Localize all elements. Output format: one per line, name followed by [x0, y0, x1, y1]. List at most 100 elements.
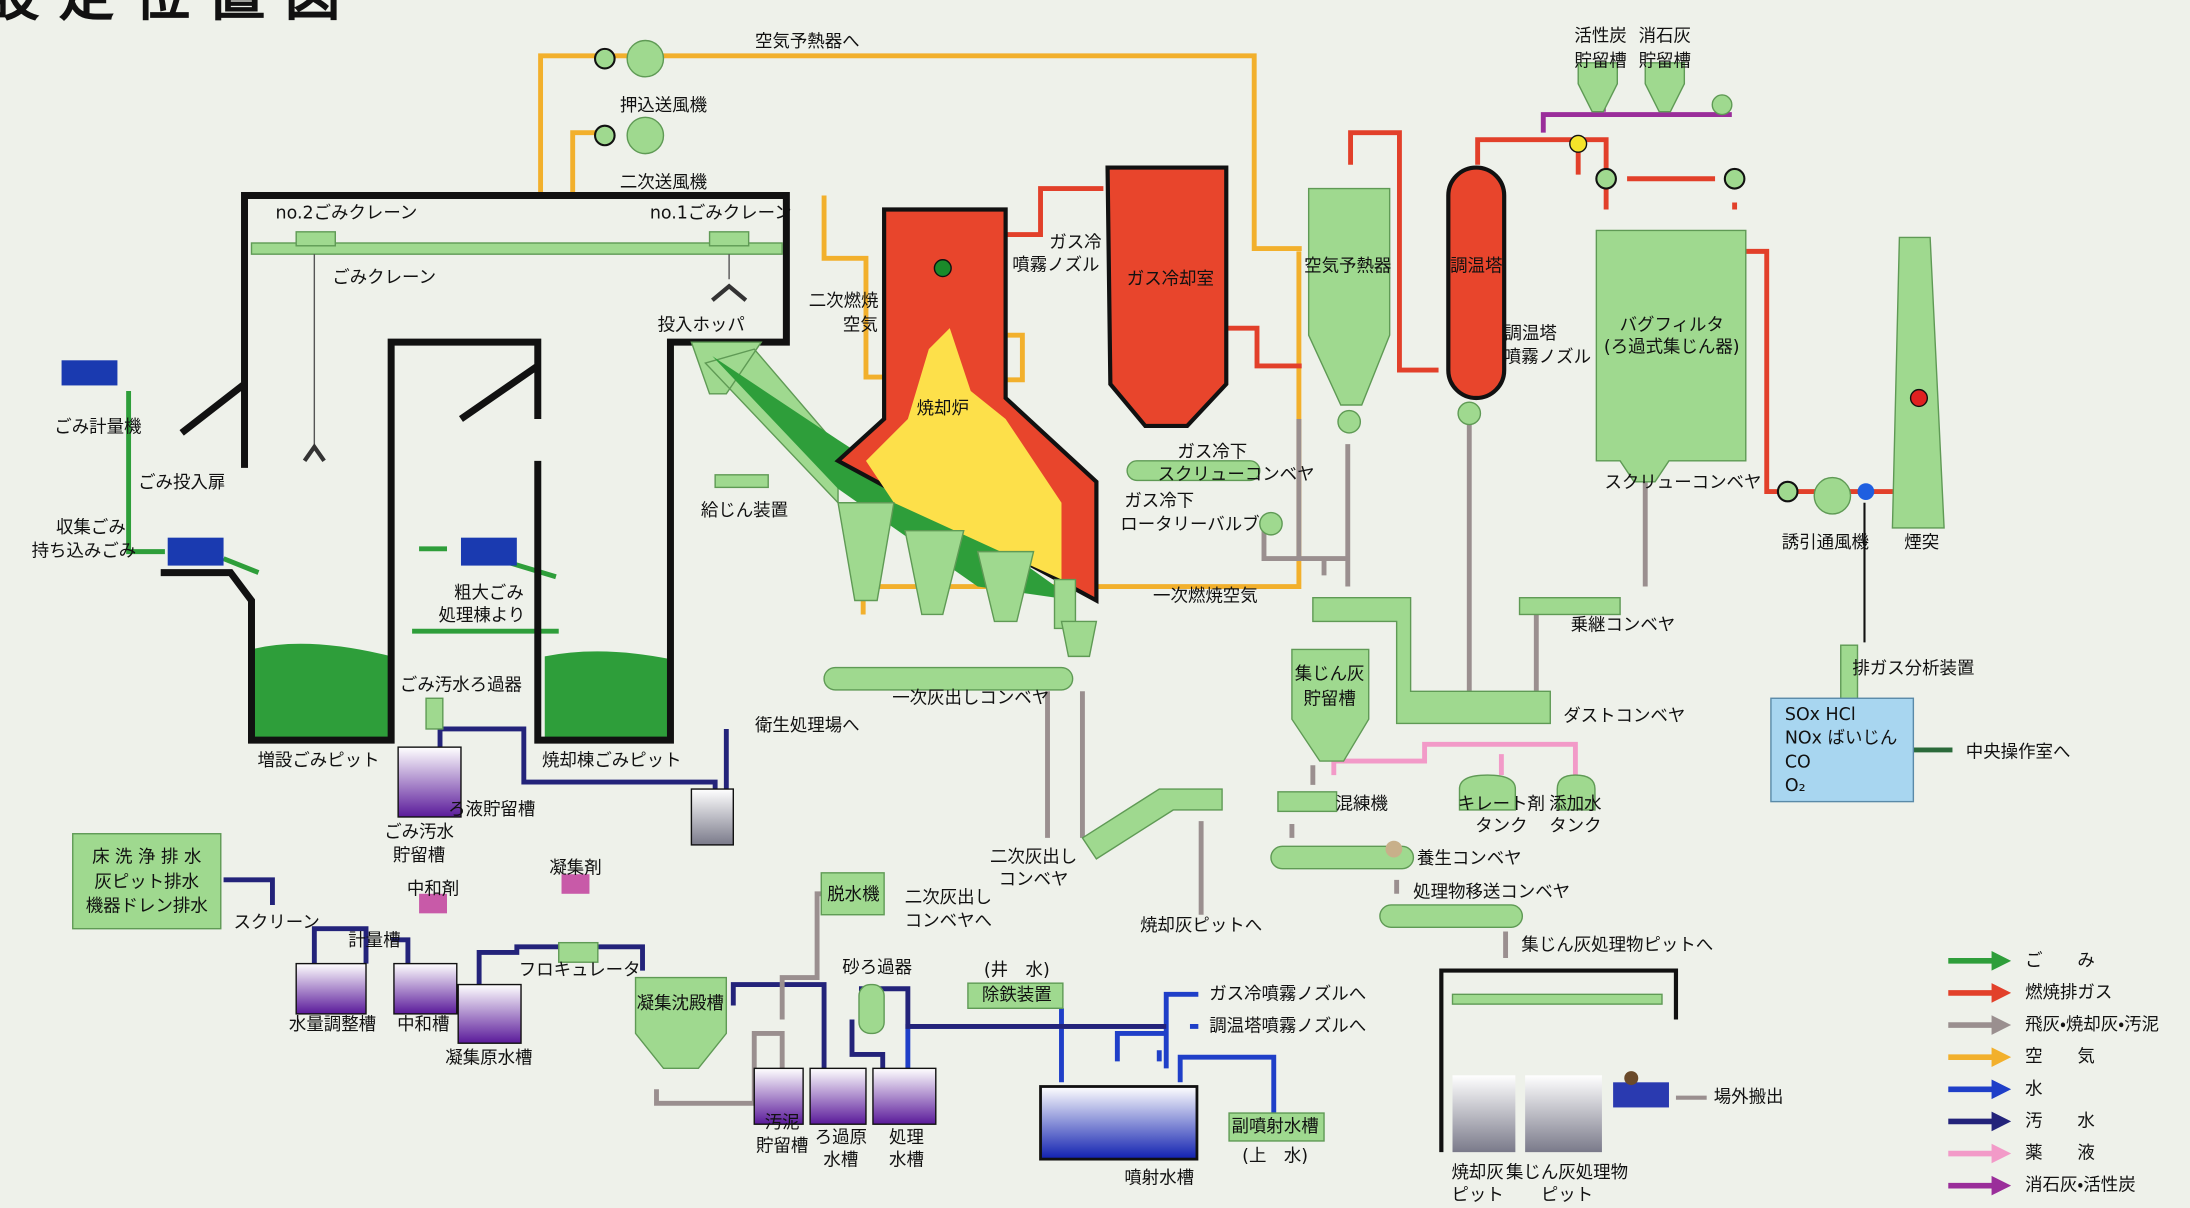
- label: ごみ計量機: [54, 417, 141, 437]
- label: ロータリーバルブ: [1120, 514, 1259, 535]
- label: ピット: [1541, 1185, 1593, 1205]
- label: 汚泥: [765, 1113, 800, 1133]
- label: 処理: [889, 1128, 924, 1148]
- label: ごみ汚水ろ過器: [400, 676, 523, 696]
- label: 空気: [843, 315, 878, 335]
- label: 脱水機: [827, 885, 879, 905]
- label: 噴射水槽: [1124, 1169, 1194, 1189]
- analyzer-item: SOx HCl: [1785, 705, 1856, 725]
- label: 調温塔: [1505, 324, 1558, 344]
- label: 貯留槽: [1639, 51, 1691, 71]
- legend-label: ご み: [2025, 951, 2095, 971]
- label: no.1ごみクレーン: [650, 204, 792, 224]
- legend-arrowhead: [1992, 1047, 2012, 1067]
- label: 焼却棟ごみピット: [542, 751, 682, 771]
- label: 計量槽: [348, 931, 400, 951]
- label: タンク: [1549, 817, 1601, 837]
- label: 場外搬出: [1714, 1088, 1784, 1108]
- label: ごみ汚水: [384, 822, 454, 842]
- label: 持ち込みごみ: [32, 542, 137, 562]
- label: 副噴射水槽: [1232, 1117, 1319, 1137]
- label: ガス冷: [1049, 233, 1101, 253]
- label: 集じん灰: [1295, 665, 1365, 685]
- label: 空気予熱器へ: [755, 32, 860, 52]
- flow-diagram: 設 定 位 置 図 空気予熱器へ押込送風機二次送風機no.2ごみクレーンno.1…: [0, 0, 2190, 1208]
- label: 乗継コンベヤ: [1571, 616, 1676, 636]
- label: ごみ投入扉: [138, 473, 225, 493]
- label: 消石灰: [1639, 26, 1691, 46]
- label: 煙突: [1904, 533, 1939, 553]
- label: 水槽: [823, 1151, 858, 1171]
- label: タンク: [1475, 817, 1527, 837]
- label: 添加水: [1549, 794, 1601, 814]
- legend-label: 水: [2025, 1079, 2042, 1099]
- label: ガス冷噴霧ノズルへ: [1209, 984, 1366, 1004]
- analyzer-item: NOx ばいじん: [1785, 729, 1897, 749]
- label: 増設ごみピット: [257, 751, 379, 771]
- label: (ろ過式集じん器): [1604, 338, 1740, 358]
- label: (上 水): [1242, 1146, 1308, 1166]
- label: 投入ホッパ: [658, 315, 745, 335]
- label: 床 洗 浄 排 水: [92, 847, 201, 867]
- legend-arrowhead: [1992, 1112, 2012, 1132]
- label: ダストコンベヤ: [1563, 706, 1685, 726]
- legend-arrowhead: [1992, 1080, 2012, 1100]
- label: 凝集原水槽: [445, 1049, 532, 1069]
- label: ろ過原: [815, 1128, 867, 1148]
- label: 調温塔: [1450, 257, 1503, 277]
- label: 収集ごみ: [56, 518, 126, 538]
- label: コンベヤ: [999, 870, 1069, 890]
- label: 排ガス分析装置: [1852, 659, 1974, 679]
- label: 処理物移送コンベヤ: [1413, 882, 1570, 902]
- label: 焼却灰ピットへ: [1140, 916, 1262, 936]
- legend-label: 燃焼排ガス: [2025, 983, 2112, 1003]
- legend-arrowhead: [1992, 1176, 2012, 1196]
- label: ごみクレーン: [332, 268, 436, 288]
- label: ピット: [1451, 1185, 1503, 1205]
- legend-label: 飛灰・焼却灰・汚泥: [2025, 1015, 2159, 1035]
- label: ろ液貯留槽: [448, 800, 535, 820]
- label: 二次灰出し: [905, 888, 992, 908]
- label: キレート剤: [1458, 794, 1545, 814]
- label: フロキュレータ: [519, 961, 641, 981]
- label: 処理棟より: [439, 606, 526, 626]
- legend-label: 薬 液: [2025, 1144, 2095, 1164]
- label: 給じん装置: [701, 501, 788, 521]
- label: 除鉄装置: [982, 986, 1052, 1006]
- label: 灰ピット排水: [94, 873, 199, 893]
- page: {"title":"設 定 位 置 図", "labels":["空気予熱器へ"…: [0, 0, 2190, 1208]
- label: 貯留槽: [1303, 690, 1355, 710]
- analyzer-item: O₂: [1785, 776, 1806, 796]
- legend-arrowhead: [1992, 1015, 2012, 1035]
- label: 活性炭: [1574, 26, 1626, 46]
- label: ガス冷下: [1177, 442, 1247, 462]
- label: 貯留槽: [756, 1137, 808, 1157]
- label: 空気予熱器: [1304, 257, 1392, 277]
- label: 焼却炉: [917, 399, 969, 419]
- label: 中和剤: [407, 880, 459, 900]
- label: 機器ドレン排水: [86, 896, 208, 916]
- label: 焼却灰: [1451, 1163, 1503, 1183]
- label: 凝集剤: [549, 859, 601, 879]
- label: 中和槽: [397, 1015, 449, 1035]
- label: 一次燃焼空気: [1153, 586, 1258, 606]
- legend-label: 汚 水: [2025, 1111, 2095, 1131]
- label: 二次燃焼: [809, 292, 879, 312]
- label: 凝集沈殿槽: [637, 994, 724, 1014]
- label: ガス冷下: [1124, 491, 1194, 511]
- label: ガス冷却室: [1127, 269, 1214, 289]
- label: 混練機: [1336, 794, 1388, 814]
- legend-arrowhead: [1992, 983, 2012, 1003]
- label: 貯留槽: [1574, 51, 1626, 71]
- legend-label: 空 気: [2025, 1047, 2095, 1067]
- label: 水槽: [889, 1151, 924, 1171]
- label: スクリューコンベヤ: [1604, 473, 1761, 493]
- label: 誘引通風機: [1782, 533, 1869, 553]
- label: 押込送風機: [620, 96, 707, 116]
- label: 中央操作室へ: [1966, 743, 2071, 763]
- label: 二次送風機: [620, 173, 707, 193]
- legend-arrowhead: [1992, 951, 2012, 971]
- label: スクリーン: [233, 913, 319, 933]
- label: 調温塔噴霧ノズルへ: [1209, 1016, 1366, 1036]
